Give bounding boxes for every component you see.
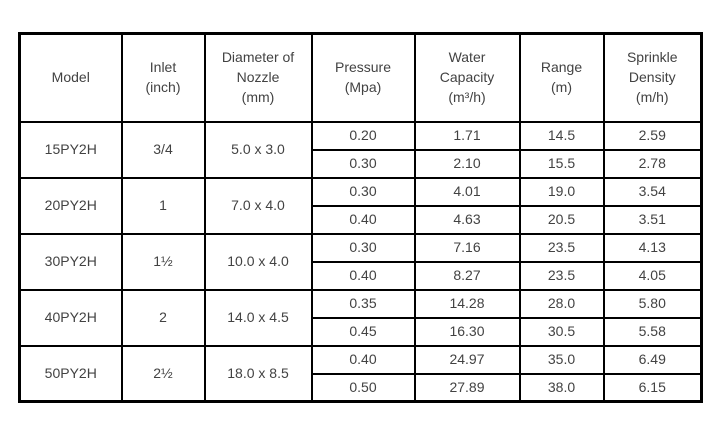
capacity-cell: 7.16	[413, 232, 521, 263]
nozzle-cell: 10.0 x 4.0	[203, 232, 313, 291]
capacity-cell: 1.71	[413, 120, 521, 151]
table-row: 0.40 4.63 20.5 3.51	[20, 204, 703, 235]
capacity-cell: 8.27	[413, 260, 521, 291]
range-cell: 28.0	[518, 288, 605, 319]
pressure-cell: 0.30	[310, 148, 416, 179]
density-cell: 3.54	[602, 176, 703, 207]
density-cell: 6.15	[602, 372, 703, 403]
density-cell: 2.78	[602, 148, 703, 179]
model-cell: 50PY2H	[18, 344, 123, 403]
density-cell: 5.80	[602, 288, 703, 319]
col-header-range: Range (m)	[518, 32, 605, 123]
nozzle-cell: 18.0 x 8.5	[203, 344, 313, 403]
density-cell: 3.51	[602, 204, 703, 235]
density-cell: 5.58	[602, 316, 703, 347]
model-cell: 20PY2H	[18, 176, 123, 235]
range-cell: 23.5	[518, 260, 605, 291]
nozzle-cell: 7.0 x 4.0	[203, 176, 313, 235]
inlet-cell: 1½	[120, 232, 206, 291]
nozzle-cell: 5.0 x 3.0	[203, 120, 313, 179]
table-row: 0.50 27.89 38.0 6.15	[20, 372, 703, 403]
nozzle-cell: 14.0 x 4.5	[203, 288, 313, 347]
pressure-cell: 0.30	[310, 176, 416, 207]
pressure-cell: 0.35	[310, 288, 416, 319]
capacity-cell: 4.63	[413, 204, 521, 235]
table-row: 0.40 8.27 23.5 4.05	[20, 260, 703, 291]
inlet-cell: 3/4	[120, 120, 206, 179]
inlet-cell: 1	[120, 176, 206, 235]
table-row: 15PY2H 3/4 5.0 x 3.0 0.20 1.71 14.5 2.59	[18, 120, 703, 179]
density-cell: 4.05	[602, 260, 703, 291]
range-cell: 35.0	[518, 344, 605, 375]
capacity-cell: 16.30	[413, 316, 521, 347]
col-header-capacity: Water Capacity (m³/h)	[413, 32, 521, 123]
col-header-nozzle: Diameter of Nozzle (mm)	[203, 32, 313, 123]
capacity-cell: 24.97	[413, 344, 521, 375]
pressure-cell: 0.20	[310, 120, 416, 151]
col-header-model: Model	[18, 32, 123, 123]
range-cell: 30.5	[518, 316, 605, 347]
density-cell: 4.13	[602, 232, 703, 263]
model-cell: 40PY2H	[18, 288, 123, 347]
range-cell: 14.5	[518, 120, 605, 151]
model-cell: 30PY2H	[18, 232, 123, 291]
capacity-cell: 14.28	[413, 288, 521, 319]
model-cell: 15PY2H	[18, 120, 123, 179]
table-row: 50PY2H 2½ 18.0 x 8.5 0.40 24.97 35.0 6.4…	[18, 344, 703, 403]
density-cell: 2.59	[602, 120, 703, 151]
capacity-cell: 4.01	[413, 176, 521, 207]
col-header-pressure: Pressure (Mpa)	[310, 32, 416, 123]
table-row: 20PY2H 1 7.0 x 4.0 0.30 4.01 19.0 3.54	[18, 176, 703, 235]
table-row: 30PY2H 1½ 10.0 x 4.0 0.30 7.16 23.5 4.13	[18, 232, 703, 291]
range-cell: 23.5	[518, 232, 605, 263]
table-row: 0.45 16.30 30.5 5.58	[20, 316, 703, 347]
pressure-cell: 0.50	[310, 372, 416, 403]
col-header-density: Sprinkle Density (m/h)	[602, 32, 703, 123]
density-cell: 6.49	[602, 344, 703, 375]
capacity-cell: 2.10	[413, 148, 521, 179]
pressure-cell: 0.40	[310, 204, 416, 235]
header-row: Model Inlet (inch) Diameter of Nozzle (m…	[18, 32, 703, 123]
range-cell: 38.0	[518, 372, 605, 403]
pressure-cell: 0.40	[310, 260, 416, 291]
range-cell: 19.0	[518, 176, 605, 207]
table-row: 0.30 2.10 15.5 2.78	[20, 148, 703, 179]
inlet-cell: 2	[120, 288, 206, 347]
pressure-cell: 0.45	[310, 316, 416, 347]
range-cell: 15.5	[518, 148, 605, 179]
table-row: 40PY2H 2 14.0 x 4.5 0.35 14.28 28.0 5.80	[18, 288, 703, 347]
capacity-cell: 27.89	[413, 372, 521, 403]
spec-table: Model Inlet (inch) Diameter of Nozzle (m…	[18, 32, 703, 403]
inlet-cell: 2½	[120, 344, 206, 403]
pressure-cell: 0.40	[310, 344, 416, 375]
range-cell: 20.5	[518, 204, 605, 235]
pressure-cell: 0.30	[310, 232, 416, 263]
col-header-inlet: Inlet (inch)	[120, 32, 206, 123]
